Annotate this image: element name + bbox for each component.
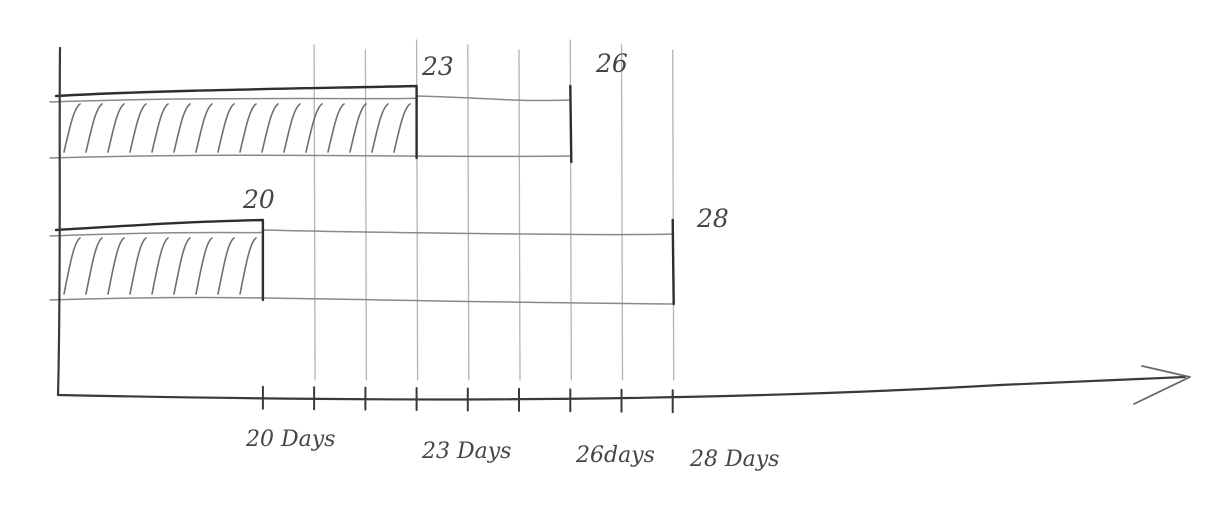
hatch-stroke <box>107 103 125 153</box>
bar-1-filled-outline <box>54 84 418 160</box>
hatch-stroke <box>261 103 279 153</box>
y-axis <box>56 46 62 397</box>
bar-2-remaining-outline <box>49 229 674 305</box>
hatch-stroke <box>107 237 125 295</box>
bar-1-remaining-outline <box>49 95 572 159</box>
bar1-filled-end-label: 23 <box>421 52 454 81</box>
grid-line <box>467 44 470 381</box>
hatch-stroke <box>151 237 169 295</box>
bar-2-filled-outline <box>54 218 265 302</box>
hatch-stroke <box>239 237 257 295</box>
hatch-stroke <box>327 103 345 153</box>
x-axis-arrowhead <box>1133 365 1191 405</box>
hatch-stroke <box>63 237 81 295</box>
hatch-stroke <box>129 237 147 295</box>
grid-line <box>672 49 675 381</box>
grid-line <box>518 49 521 381</box>
hatch-stroke <box>195 237 213 295</box>
hatch-stroke <box>85 237 103 295</box>
hatch-stroke <box>151 103 169 153</box>
hatch-stroke <box>173 103 191 153</box>
hatch-stroke <box>283 103 301 153</box>
tick-label-26-days: 26days <box>575 443 655 468</box>
grid-line <box>620 44 624 381</box>
bars <box>49 84 675 306</box>
axes <box>56 46 1191 405</box>
hatch-stroke <box>63 103 81 153</box>
bar-1-hatching <box>63 103 411 153</box>
labels: 20 Days 23 Days 26days 28 Days 23 26 20 … <box>242 49 779 472</box>
hatch-stroke <box>393 103 411 153</box>
hatch-stroke <box>129 103 147 153</box>
grid-line <box>313 44 316 381</box>
bar2-total-end-label: 28 <box>696 204 729 233</box>
grid-line <box>364 49 368 381</box>
hatch-stroke <box>349 103 367 153</box>
grid-lines <box>313 39 675 381</box>
hatch-stroke <box>217 103 235 153</box>
bar2-filled-end-label: 20 <box>242 185 275 214</box>
hatch-stroke <box>239 103 257 153</box>
hatch-stroke <box>195 103 213 153</box>
x-axis <box>56 375 1187 401</box>
hatch-stroke <box>305 103 323 153</box>
bar1-total-end-label: 26 <box>595 49 628 78</box>
bar-1-total-end <box>569 84 573 164</box>
tick-label-28-days: 28 Days <box>689 447 779 472</box>
tick-label-20-days: 20 Days <box>245 427 335 452</box>
hatch-stroke <box>85 103 103 153</box>
bar-1 <box>49 84 573 164</box>
bar-2-total-end <box>671 218 675 306</box>
hatch-stroke <box>217 237 235 295</box>
bar-2 <box>49 218 675 306</box>
hatch-stroke <box>173 237 191 295</box>
x-axis-ticks <box>261 385 674 414</box>
tick-label-23-days: 23 Days <box>421 439 511 464</box>
bar-2-hatching <box>63 237 257 295</box>
hatch-stroke <box>371 103 389 153</box>
